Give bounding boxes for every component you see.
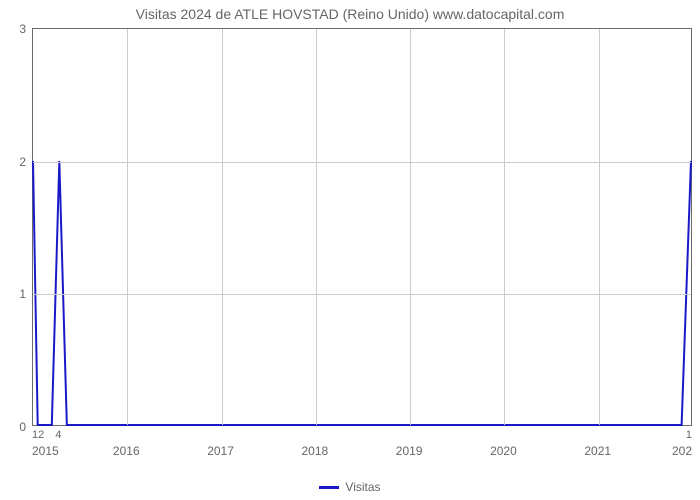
legend-swatch [319, 486, 339, 489]
data-point-label: 1 [686, 429, 692, 441]
data-point-label: 4 [55, 429, 61, 441]
x-tick-label: 2016 [113, 444, 140, 458]
chart-title: Visitas 2024 de ATLE HOVSTAD (Reino Unid… [0, 6, 700, 22]
chart-container: Visitas 2024 de ATLE HOVSTAD (Reino Unid… [0, 0, 700, 500]
line-series [33, 29, 691, 425]
gridline-vertical [127, 29, 128, 425]
x-tick-label: 2019 [396, 444, 423, 458]
gridline-vertical [222, 29, 223, 425]
plot-area [32, 28, 692, 426]
y-tick-label: 3 [19, 22, 26, 36]
gridline-vertical [316, 29, 317, 425]
y-tick-label: 2 [19, 155, 26, 169]
gridline-vertical [410, 29, 411, 425]
x-tick-label: 2015 [32, 444, 59, 458]
gridline-horizontal [33, 294, 691, 295]
x-tick-label: 2018 [301, 444, 328, 458]
data-point-label: 12 [32, 429, 44, 441]
y-tick-label: 1 [19, 287, 26, 301]
series-line [33, 161, 691, 425]
legend: Visitas [0, 480, 700, 494]
x-tick-label: 202 [672, 444, 692, 458]
gridline-vertical [504, 29, 505, 425]
y-tick-label: 0 [19, 420, 26, 434]
x-tick-label: 2020 [490, 444, 517, 458]
gridline-horizontal [33, 162, 691, 163]
x-tick-label: 2021 [584, 444, 611, 458]
gridline-vertical [599, 29, 600, 425]
x-tick-label: 2017 [207, 444, 234, 458]
legend-label: Visitas [345, 480, 380, 494]
